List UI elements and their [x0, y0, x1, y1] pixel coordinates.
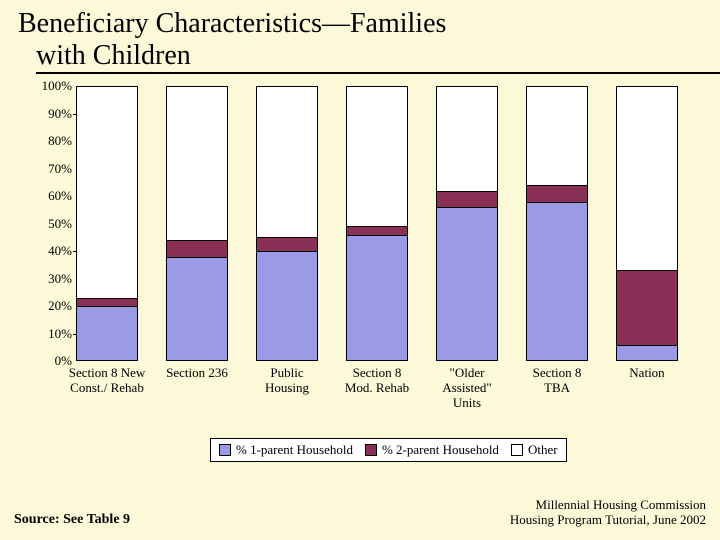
legend-label: % 1-parent Household: [236, 442, 353, 458]
page-title: Beneficiary Characteristics—Families wit…: [0, 0, 720, 76]
bar-segment-other: [256, 86, 318, 237]
bar-group: [76, 86, 138, 361]
bar-segment-two-parent: [526, 185, 588, 202]
chart: 0%10%20%30%40%50%60%70%80%90%100%Section…: [24, 86, 704, 396]
legend-label: Other: [528, 442, 558, 458]
bar-segment-other: [76, 86, 138, 298]
bar-segment-other: [526, 86, 588, 185]
y-tick-label: 40%: [24, 243, 72, 259]
y-tick-label: 80%: [24, 133, 72, 149]
bar-segment-two-parent: [346, 226, 408, 234]
y-tick-label: 50%: [24, 216, 72, 232]
bar-segment-one-parent: [346, 235, 408, 362]
bar-segment-one-parent: [436, 207, 498, 361]
bar-segment-two-parent: [436, 191, 498, 208]
bar-group: [616, 86, 678, 361]
bar-segment-two-parent: [166, 240, 228, 257]
bar-segment-two-parent: [76, 298, 138, 306]
bar-segment-other: [346, 86, 408, 226]
x-axis-label: Nation: [602, 366, 692, 381]
bar-segment-other: [166, 86, 228, 240]
y-tick-mark: [73, 114, 77, 115]
bar-group: [346, 86, 408, 361]
bar-group: [166, 86, 228, 361]
y-tick-label: 90%: [24, 106, 72, 122]
legend-item: % 1-parent Household: [219, 442, 353, 458]
footer-line-1: Millennial Housing Commission: [536, 497, 706, 512]
legend-item: Other: [511, 442, 558, 458]
y-tick-mark: [73, 334, 77, 335]
plot-area: [76, 86, 704, 361]
x-axis-label: Section 8 NewConst./ Rehab: [62, 366, 152, 396]
y-tick-mark: [73, 251, 77, 252]
legend-swatch: [219, 444, 231, 456]
legend-swatch: [511, 444, 523, 456]
bar-segment-one-parent: [256, 251, 318, 361]
x-axis-label: "OlderAssisted"Units: [422, 366, 512, 411]
bar-segment-one-parent: [166, 257, 228, 362]
bar-group: [256, 86, 318, 361]
x-axis-label: PublicHousing: [242, 366, 332, 396]
legend: % 1-parent Household % 2-parent Household…: [210, 438, 567, 462]
footer-attribution: Millennial Housing Commission Housing Pr…: [510, 497, 706, 528]
bar-segment-one-parent: [76, 306, 138, 361]
title-line-1: Beneficiary Characteristics—Families: [18, 8, 446, 39]
bar-group: [436, 86, 498, 361]
bar-segment-two-parent: [616, 270, 678, 344]
bar-segment-other: [616, 86, 678, 270]
y-tick-label: 70%: [24, 161, 72, 177]
x-axis-label: Section 236: [152, 366, 242, 381]
bar-segment-two-parent: [256, 237, 318, 251]
legend-swatch: [365, 444, 377, 456]
source-label: Source: See Table 9: [14, 512, 130, 528]
x-axis-label: Section 8TBA: [512, 366, 602, 396]
title-line-2: with Children: [36, 40, 720, 74]
y-tick-label: 10%: [24, 326, 72, 342]
x-axis-label: Section 8Mod. Rehab: [332, 366, 422, 396]
bar-segment-one-parent: [526, 202, 588, 362]
bar-group: [526, 86, 588, 361]
y-tick-label: 20%: [24, 298, 72, 314]
y-tick-label: 30%: [24, 271, 72, 287]
footer-line-2: Housing Program Tutorial, June 2002: [510, 512, 706, 527]
y-tick-label: 60%: [24, 188, 72, 204]
bar-segment-one-parent: [616, 345, 678, 362]
legend-label: % 2-parent Household: [382, 442, 499, 458]
y-tick-label: 100%: [24, 78, 72, 94]
legend-item: % 2-parent Household: [365, 442, 499, 458]
bar-segment-other: [436, 86, 498, 191]
